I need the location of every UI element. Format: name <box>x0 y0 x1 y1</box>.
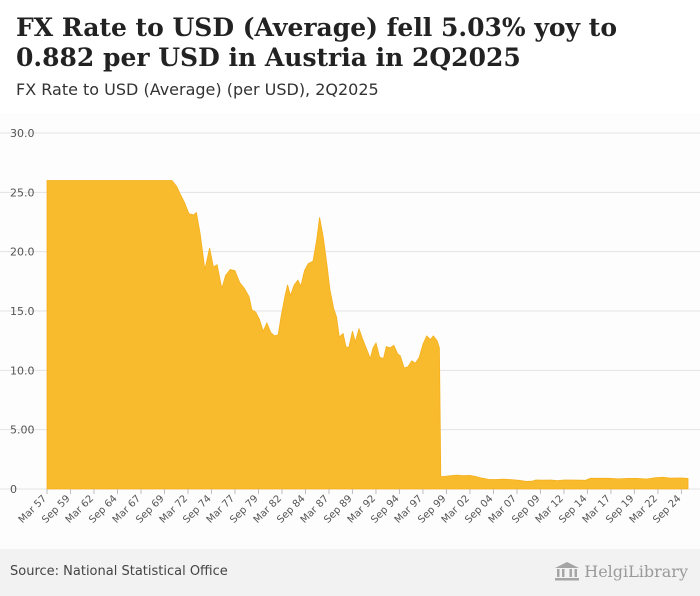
y-tick-label: 25.0 <box>10 186 35 199</box>
chart-footer: Source: National Statistical Office Helg… <box>0 549 700 596</box>
logo-text: HelgiLibrary <box>584 561 688 581</box>
plot-area: 0 5.00 10.0 15.0 20.0 25.0 30.0 Mar 57 Sep 59 Ma… <box>0 113 700 549</box>
y-tick-label: 30.0 <box>10 127 35 140</box>
source-note: Source: National Statistical Office <box>10 564 228 579</box>
y-tick-label: 5.00 <box>10 424 35 437</box>
y-axis-tick-labels: 0 5.00 10.0 15.0 20.0 25.0 30.0 <box>10 127 35 496</box>
library-building-icon <box>555 562 580 581</box>
chart-header: FX Rate to USD (Average) fell 5.03% yoy … <box>0 0 700 113</box>
chart-title: FX Rate to USD (Average) fell 5.03% yoy … <box>16 13 618 72</box>
helgilibrary-logo[interactable]: HelgiLibrary <box>554 561 688 581</box>
y-tick-label: 10.0 <box>10 364 35 377</box>
y-tick-label: 15.0 <box>10 305 35 318</box>
series-area-fx-rate <box>46 180 689 490</box>
series-area <box>46 180 689 490</box>
chart-subtitle: FX Rate to USD (Average) (per USD), 2Q20… <box>16 80 379 99</box>
y-tick-label: 0 <box>10 483 17 496</box>
y-tick-label: 20.0 <box>10 246 35 259</box>
